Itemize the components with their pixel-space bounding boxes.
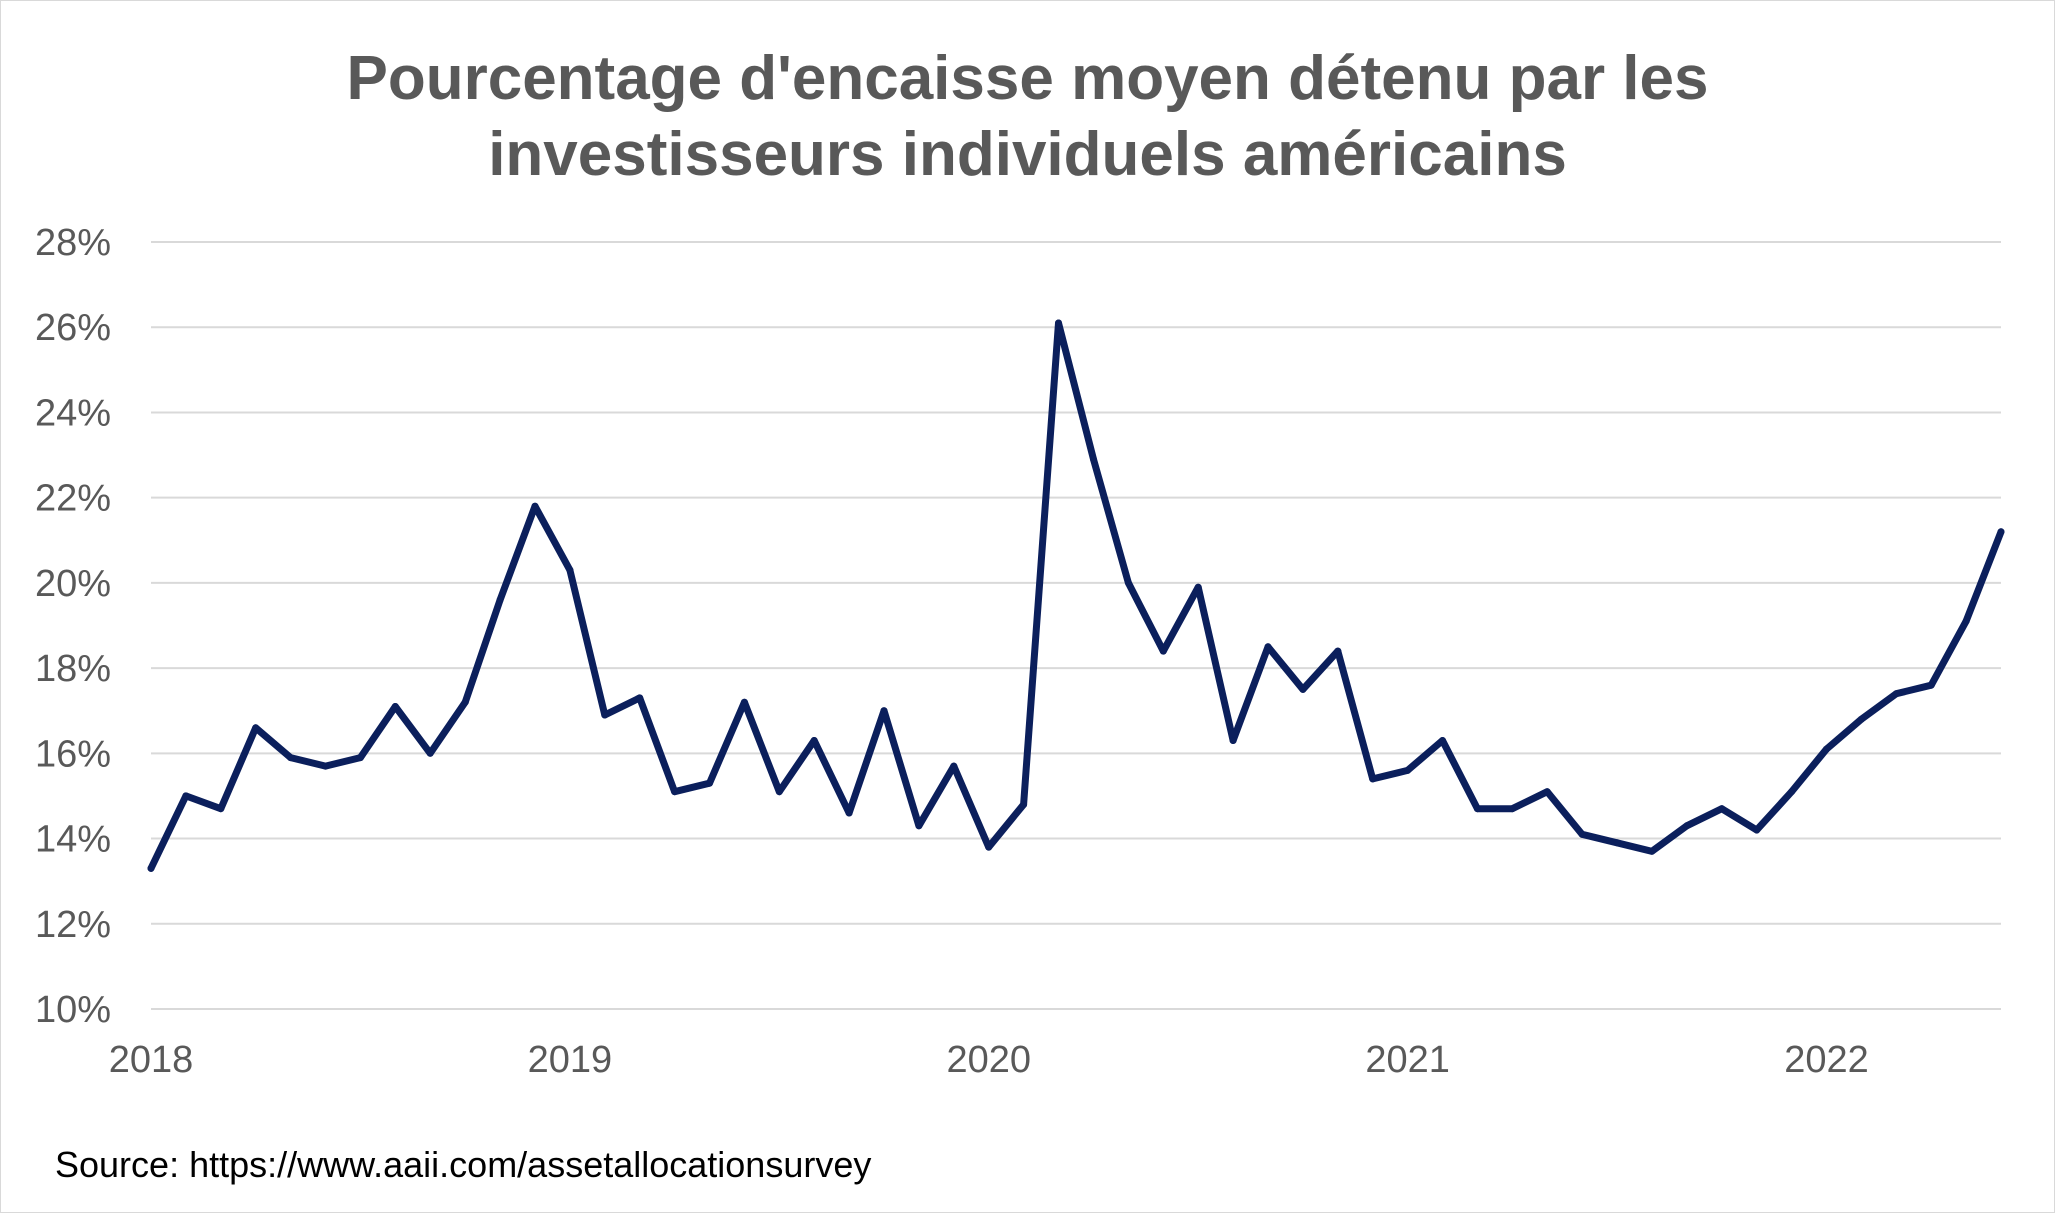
- data-point: [1299, 685, 1307, 693]
- x-axis-tick-labels: 2018 2019 2020 2021 2022: [109, 1039, 1869, 1081]
- x-tick-label: 2020: [946, 1039, 1031, 1081]
- y-tick-label: 10%: [35, 989, 111, 1031]
- data-point: [1543, 788, 1551, 796]
- y-tick-label: 18%: [35, 648, 111, 690]
- chart-title-line-1: Pourcentage d'encaisse moyen détenu par …: [346, 44, 1709, 113]
- data-point: [287, 754, 295, 762]
- y-tick-label: 24%: [35, 392, 111, 434]
- series-group: [147, 319, 2005, 872]
- data-point: [1962, 617, 1970, 625]
- data-point: [252, 724, 260, 732]
- chart-title-line-2: investisseurs individuels américains: [488, 120, 1567, 189]
- data-point: [1159, 647, 1167, 655]
- data-point: [1264, 643, 1272, 651]
- data-point: [601, 711, 609, 719]
- y-tick-label: 22%: [35, 478, 111, 520]
- data-point: [1753, 826, 1761, 834]
- data-point: [1788, 788, 1796, 796]
- data-point: [322, 762, 329, 770]
- data-point: [636, 694, 644, 702]
- x-tick-label: 2022: [1784, 1039, 1869, 1081]
- y-axis-tick-labels: 10% 12% 14% 16% 18% 20% 22% 24% 26% 28%: [35, 222, 111, 1031]
- x-tick-label: 2021: [1365, 1039, 1450, 1081]
- data-point: [461, 698, 469, 706]
- data-point: [880, 707, 888, 715]
- data-point: [426, 749, 434, 757]
- data-point: [1857, 715, 1865, 723]
- data-point: [1823, 745, 1830, 753]
- data-point: [845, 809, 853, 817]
- data-point: [182, 792, 190, 800]
- y-tick-label: 26%: [35, 307, 111, 349]
- data-point: [356, 754, 364, 762]
- data-point: [706, 779, 713, 787]
- source-note: Source: https://www.aaii.com/assetalloca…: [55, 1144, 872, 1185]
- y-tick-label: 14%: [35, 819, 111, 861]
- data-point: [1718, 805, 1726, 813]
- data-point: [1194, 583, 1202, 591]
- data-point: [1473, 805, 1481, 813]
- data-point: [1648, 847, 1656, 855]
- data-point: [915, 822, 923, 830]
- data-point: [1683, 822, 1691, 830]
- data-point: [1369, 775, 1377, 783]
- x-tick-label: 2018: [109, 1039, 194, 1081]
- data-point: [1927, 681, 1935, 689]
- data-point: [950, 762, 958, 770]
- data-point: [775, 788, 783, 796]
- data-point: [496, 596, 504, 604]
- data-point: [566, 566, 574, 574]
- data-point: [147, 864, 155, 872]
- data-point: [740, 698, 748, 706]
- gridlines: [151, 241, 2001, 1010]
- data-point: [1055, 319, 1062, 327]
- data-point: [1124, 579, 1132, 587]
- y-tick-label: 28%: [35, 222, 111, 264]
- series-line: [147, 319, 2005, 872]
- data-point: [810, 737, 818, 744]
- data-point: [1229, 737, 1237, 744]
- x-tick-label: 2019: [528, 1039, 613, 1081]
- data-point: [217, 805, 225, 813]
- data-point: [671, 788, 679, 796]
- data-point: [1613, 839, 1621, 847]
- data-point: [985, 843, 993, 851]
- data-point: [1508, 805, 1516, 813]
- data-point: [1997, 528, 2005, 536]
- data-point: [1404, 766, 1412, 774]
- data-point: [1090, 455, 1097, 463]
- chart-title: Pourcentage d'encaisse moyen détenu par …: [1, 41, 2054, 193]
- y-tick-label: 12%: [35, 904, 111, 946]
- data-point: [1578, 830, 1586, 838]
- data-point: [1020, 801, 1028, 808]
- data-point: [391, 703, 399, 710]
- y-tick-label: 16%: [35, 733, 111, 775]
- data-point: [531, 502, 539, 510]
- data-point: [1892, 690, 1900, 698]
- y-tick-label: 20%: [35, 563, 111, 605]
- data-point: [1439, 737, 1446, 744]
- data-point: [1334, 647, 1342, 655]
